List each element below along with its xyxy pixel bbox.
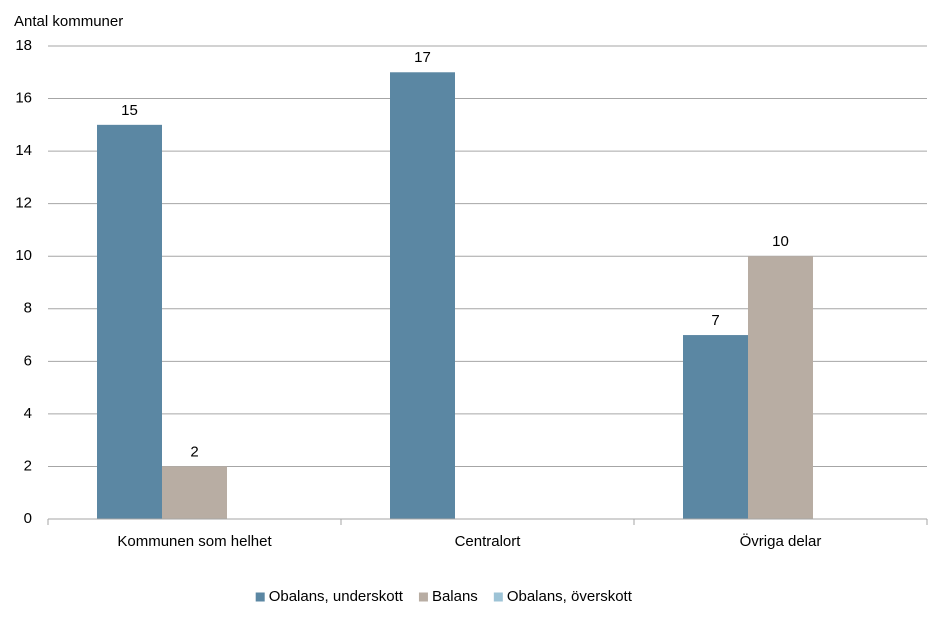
legend-label: Obalans, överskott: [507, 588, 633, 605]
y-tick-label: 0: [24, 510, 32, 527]
x-tick-label: Centralort: [455, 533, 522, 550]
data-label: 17: [414, 49, 431, 66]
bar: [683, 335, 748, 519]
legend-label: Balans: [432, 588, 478, 605]
bar: [97, 124, 162, 519]
data-label: 2: [190, 443, 198, 460]
y-tick-label: 12: [15, 195, 32, 212]
y-tick-label: 16: [15, 90, 32, 107]
data-label: 15: [121, 102, 138, 119]
bar: [162, 466, 227, 519]
legend-label: Obalans, underskott: [269, 588, 404, 605]
y-tick-label: 10: [15, 247, 32, 264]
x-tick-label: Kommunen som helhet: [117, 533, 272, 550]
bar: [390, 72, 455, 520]
bar: [748, 256, 813, 519]
data-label: 7: [711, 312, 719, 329]
y-tick-label: 6: [24, 352, 32, 369]
legend-swatch: [418, 592, 428, 602]
y-tick-label: 14: [15, 142, 32, 159]
legend-swatch: [255, 592, 265, 602]
y-tick-label: 18: [15, 37, 32, 54]
x-tick-label: Övriga delar: [740, 532, 822, 550]
y-tick-label: 2: [24, 457, 32, 474]
data-label: 10: [772, 233, 789, 250]
y-axis-label: Antal kommuner: [14, 13, 123, 30]
y-tick-label: 4: [24, 405, 32, 422]
legend-swatch: [493, 592, 503, 602]
y-tick-label: 8: [24, 300, 32, 317]
